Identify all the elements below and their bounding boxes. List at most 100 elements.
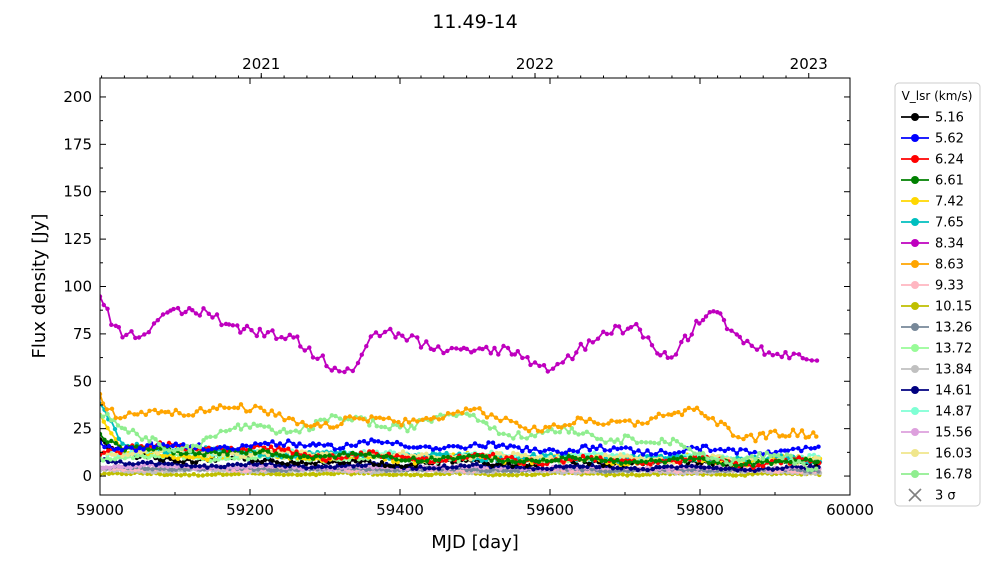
data-point <box>565 353 571 358</box>
data-point <box>513 460 518 465</box>
data-point <box>628 446 633 451</box>
data-point <box>181 442 186 447</box>
data-point <box>290 416 295 422</box>
data-point <box>744 433 749 439</box>
data-point <box>523 426 528 431</box>
data-point <box>535 455 540 460</box>
data-point <box>182 467 187 472</box>
legend-label: 8.63 <box>935 258 964 273</box>
data-point <box>663 450 668 455</box>
data-point <box>460 410 465 416</box>
legend-marker <box>911 197 919 205</box>
data-point <box>672 410 677 416</box>
data-point <box>670 436 676 442</box>
data-point <box>141 447 146 452</box>
data-point <box>147 439 152 444</box>
data-point <box>734 332 739 337</box>
data-point <box>489 412 494 417</box>
data-point <box>580 431 586 436</box>
data-point <box>332 365 337 370</box>
data-point <box>244 443 249 448</box>
data-point <box>455 409 460 414</box>
data-point <box>639 439 644 445</box>
data-point <box>184 443 190 449</box>
data-point <box>490 440 496 445</box>
data-point <box>520 355 525 361</box>
data-point <box>130 462 136 467</box>
data-point <box>508 469 514 474</box>
data-point <box>224 472 229 477</box>
data-point <box>363 463 368 468</box>
data-point <box>207 408 212 414</box>
data-point <box>573 455 578 461</box>
data-point <box>488 351 493 356</box>
data-point <box>320 353 325 358</box>
data-point <box>367 423 372 428</box>
data-point <box>193 460 199 465</box>
data-point <box>274 467 280 473</box>
data-point <box>298 472 304 477</box>
data-point <box>648 440 653 445</box>
data-point <box>665 355 670 360</box>
data-point <box>515 451 520 457</box>
data-point <box>100 414 106 419</box>
data-point <box>490 463 495 468</box>
data-point <box>227 427 232 433</box>
data-point <box>118 459 123 464</box>
data-point <box>187 455 192 460</box>
data-point <box>253 456 258 461</box>
data-point <box>281 443 286 448</box>
data-point <box>349 443 354 448</box>
data-point <box>415 335 420 340</box>
data-point <box>775 466 780 471</box>
x-tick-label: 59600 <box>526 501 574 519</box>
data-point <box>555 449 560 454</box>
data-point <box>553 464 559 469</box>
data-point <box>603 469 608 474</box>
data-point <box>634 321 639 327</box>
data-point <box>130 451 135 457</box>
data-point <box>147 408 152 413</box>
data-point <box>738 447 743 452</box>
data-point <box>235 422 241 427</box>
data-point <box>594 446 599 452</box>
data-point <box>616 324 622 329</box>
data-point <box>420 417 425 422</box>
data-point <box>675 469 680 475</box>
legend-marker <box>911 281 919 289</box>
data-point <box>436 457 442 463</box>
data-point <box>418 464 423 469</box>
data-point <box>458 463 463 468</box>
legend-label: 3 σ <box>935 489 956 504</box>
data-point <box>116 436 122 441</box>
data-point <box>385 439 390 445</box>
data-point <box>409 423 414 428</box>
data-point <box>443 458 448 463</box>
data-point <box>598 436 604 442</box>
data-point <box>607 469 613 474</box>
y-tick-label: 0 <box>82 467 92 485</box>
data-point <box>187 473 192 478</box>
legend-label: 7.42 <box>935 195 964 210</box>
data-point <box>398 442 403 447</box>
data-point <box>115 471 120 476</box>
data-point <box>337 452 342 458</box>
data-point <box>521 459 526 465</box>
data-point <box>225 452 230 457</box>
data-point <box>645 467 650 473</box>
data-point <box>631 450 637 455</box>
data-point <box>703 314 709 319</box>
data-point <box>485 461 490 467</box>
data-point <box>718 447 723 452</box>
data-point <box>468 408 473 413</box>
data-point <box>615 465 620 471</box>
data-point <box>253 451 258 456</box>
data-point <box>650 466 655 472</box>
data-point <box>711 459 716 465</box>
legend-marker <box>911 449 919 457</box>
data-point <box>223 429 229 434</box>
data-point <box>721 462 726 467</box>
data-point <box>743 447 748 452</box>
data-point <box>433 446 439 451</box>
data-point <box>145 460 150 466</box>
